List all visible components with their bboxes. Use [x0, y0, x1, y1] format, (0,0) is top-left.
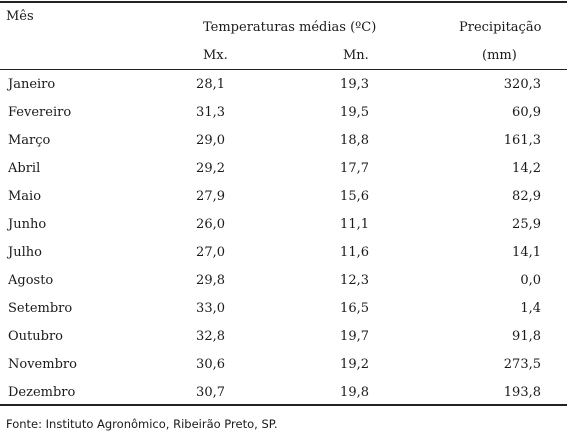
table-row: Dezembro 30,7 19,8 193,8 [0, 379, 567, 407]
table-row: Janeiro 28,1 19,3 320,3 [0, 71, 567, 99]
precipitation-cell: 25,9 [512, 217, 541, 232]
precipitation-cell: 91,8 [512, 329, 541, 344]
table-row: Março 29,0 18,8 161,3 [0, 127, 567, 155]
min-temp-cell: 17,7 [340, 161, 369, 176]
month-cell: Setembro [8, 301, 73, 316]
precipitation-cell: 0,0 [520, 273, 541, 288]
header-rule [0, 69, 567, 70]
precipitation-cell: 82,9 [512, 189, 541, 204]
header-month: Mês [6, 9, 34, 24]
header-max: Mx. [203, 48, 228, 63]
max-temp-cell: 32,8 [196, 329, 225, 344]
month-cell: Maio [8, 189, 42, 204]
month-cell: Agosto [8, 273, 54, 288]
precipitation-cell: 1,4 [520, 301, 541, 316]
month-cell: Junho [8, 217, 47, 232]
month-cell: Janeiro [8, 77, 56, 92]
min-temp-cell: 19,2 [340, 357, 369, 372]
table-row: Abril 29,2 17,7 14,2 [0, 155, 567, 183]
min-temp-cell: 15,6 [340, 189, 369, 204]
table-row: Novembro 30,6 19,2 273,5 [0, 351, 567, 379]
header-precipitation-unit: (mm) [482, 48, 517, 63]
precipitation-cell: 161,3 [503, 133, 541, 148]
max-temp-cell: 28,1 [196, 77, 225, 92]
month-cell: Novembro [8, 357, 77, 372]
precipitation-cell: 14,1 [512, 245, 541, 260]
max-temp-cell: 29,0 [196, 133, 225, 148]
max-temp-cell: 27,9 [196, 189, 225, 204]
table-row: Julho 27,0 11,6 14,1 [0, 239, 567, 267]
table-row: Fevereiro 31,3 19,5 60,9 [0, 99, 567, 127]
precipitation-cell: 273,5 [503, 357, 541, 372]
min-temp-cell: 19,5 [340, 105, 369, 120]
source-note: Fonte: Instituto Agronômico, Ribeirão Pr… [6, 417, 278, 431]
month-cell: Fevereiro [8, 105, 72, 120]
table-row: Agosto 29,8 12,3 0,0 [0, 267, 567, 295]
min-temp-cell: 11,1 [340, 217, 369, 232]
precipitation-cell: 60,9 [512, 105, 541, 120]
max-temp-cell: 31,3 [196, 105, 225, 120]
month-cell: Julho [8, 245, 42, 260]
max-temp-cell: 26,0 [196, 217, 225, 232]
table-row: Outubro 32,8 19,7 91,8 [0, 323, 567, 351]
header-precipitation: Precipitação [459, 20, 542, 35]
max-temp-cell: 27,0 [196, 245, 225, 260]
month-cell: Dezembro [8, 385, 76, 400]
min-temp-cell: 11,6 [340, 245, 369, 260]
month-cell: Abril [8, 161, 41, 176]
max-temp-cell: 29,8 [196, 273, 225, 288]
min-temp-cell: 19,7 [340, 329, 369, 344]
table-row: Maio 27,9 15,6 82,9 [0, 183, 567, 211]
table-top-rule [0, 1, 567, 3]
max-temp-cell: 29,2 [196, 161, 225, 176]
month-cell: Outubro [8, 329, 63, 344]
min-temp-cell: 16,5 [340, 301, 369, 316]
min-temp-cell: 12,3 [340, 273, 369, 288]
max-temp-cell: 33,0 [196, 301, 225, 316]
header-temperature: Temperaturas médias (ºC) [203, 20, 377, 35]
min-temp-cell: 19,3 [340, 77, 369, 92]
max-temp-cell: 30,6 [196, 357, 225, 372]
table-bottom-rule [0, 404, 567, 406]
month-cell: Março [8, 133, 51, 148]
min-temp-cell: 18,8 [340, 133, 369, 148]
header-min: Mn. [343, 48, 369, 63]
max-temp-cell: 30,7 [196, 385, 225, 400]
min-temp-cell: 19,8 [340, 385, 369, 400]
precipitation-cell: 320,3 [503, 77, 541, 92]
precipitation-cell: 193,8 [503, 385, 541, 400]
precipitation-cell: 14,2 [512, 161, 541, 176]
table-row: Junho 26,0 11,1 25,9 [0, 211, 567, 239]
table-row: Setembro 33,0 16,5 1,4 [0, 295, 567, 323]
